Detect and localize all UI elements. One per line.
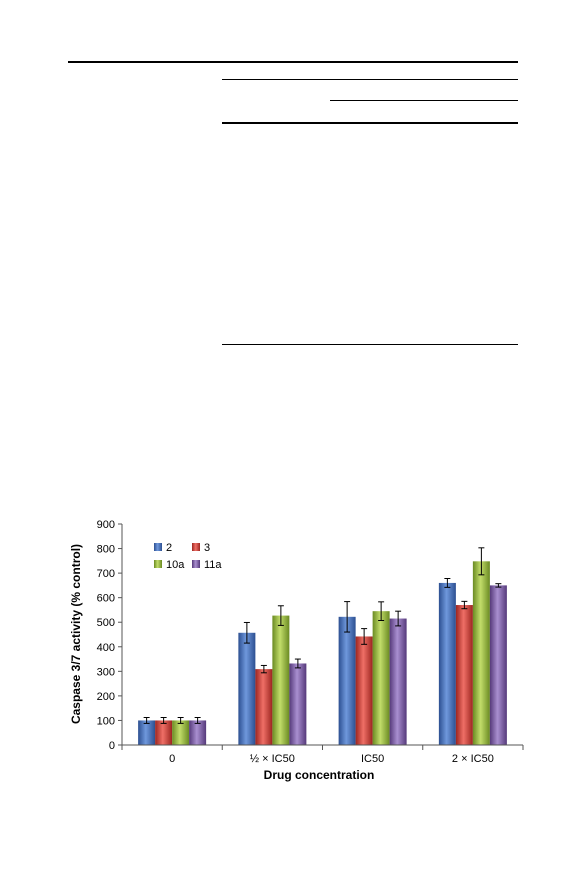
x-tick-label: 0	[169, 753, 175, 765]
bars-layer	[138, 561, 507, 745]
bar-11a-3	[489, 585, 507, 745]
x-tick-label: ½ × IC50	[250, 753, 295, 765]
y-tick-label: 700	[97, 568, 115, 580]
legend-label-11a: 11a	[204, 559, 222, 571]
y-tick-label: 800	[97, 544, 115, 556]
bar-3-2	[355, 636, 373, 745]
bar-2-0	[138, 720, 156, 745]
y-tick-label: 600	[97, 593, 115, 605]
bar-11a-1	[289, 663, 307, 745]
table-body-top-rule	[222, 122, 518, 124]
y-tick-label: 0	[109, 740, 115, 752]
legend-swatch-10a	[154, 560, 162, 568]
legend-swatch-2	[154, 543, 162, 551]
y-tick-label: 300	[97, 666, 115, 678]
bar-2-1	[238, 632, 256, 745]
x-tick-label: 2 × IC50	[452, 753, 494, 765]
error-bars-layer	[143, 547, 502, 724]
y-tick-label: 200	[97, 691, 115, 703]
bar-2-2	[338, 616, 356, 745]
table-top-rule	[68, 61, 518, 63]
table-subheader-rule	[330, 100, 518, 101]
bar-3-1	[255, 669, 273, 745]
bar-10a-1	[272, 615, 290, 745]
y-tick-label: 900	[97, 519, 115, 531]
x-axis-ticks: 0 ½ × IC50 IC50 2 × IC50	[121, 745, 524, 765]
legend: 2 3 10a 11a	[154, 542, 222, 571]
table-bottom-rule	[222, 344, 518, 345]
bar-3-3	[455, 605, 473, 745]
legend-label-2: 2	[166, 542, 172, 554]
legend-label-10a: 10a	[166, 559, 185, 571]
bar-11a-2	[389, 618, 407, 745]
bar-10a-0	[172, 720, 190, 745]
y-tick-label: 100	[97, 715, 115, 727]
y-tick-label: 500	[97, 617, 115, 629]
y-axis-title: Caspase 3/7 activity (% control)	[69, 544, 83, 724]
y-tick-label: 400	[97, 642, 115, 654]
bar-10a-3	[472, 561, 490, 745]
x-axis-title: Drug concentration	[264, 768, 375, 782]
y-axis-ticks: 0 100 200 300 400 500 600 700 800 900	[97, 519, 122, 752]
bar-11a-0	[189, 720, 207, 745]
x-tick-label: IC50	[361, 753, 384, 765]
bar-3-0	[155, 720, 173, 745]
legend-swatch-3	[192, 543, 200, 551]
bar-2-3	[438, 582, 456, 745]
legend-swatch-11a	[192, 560, 200, 568]
legend-label-3: 3	[204, 542, 210, 554]
table-header-rule	[222, 79, 518, 80]
bar-10a-2	[372, 611, 390, 745]
